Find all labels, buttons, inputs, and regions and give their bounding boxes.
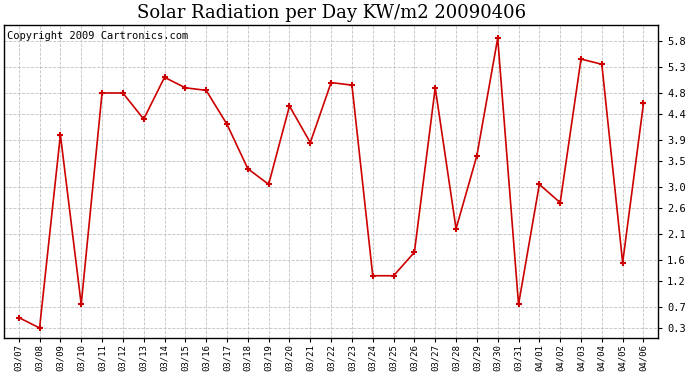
- Title: Solar Radiation per Day KW/m2 20090406: Solar Radiation per Day KW/m2 20090406: [137, 4, 526, 22]
- Text: Copyright 2009 Cartronics.com: Copyright 2009 Cartronics.com: [8, 32, 188, 41]
